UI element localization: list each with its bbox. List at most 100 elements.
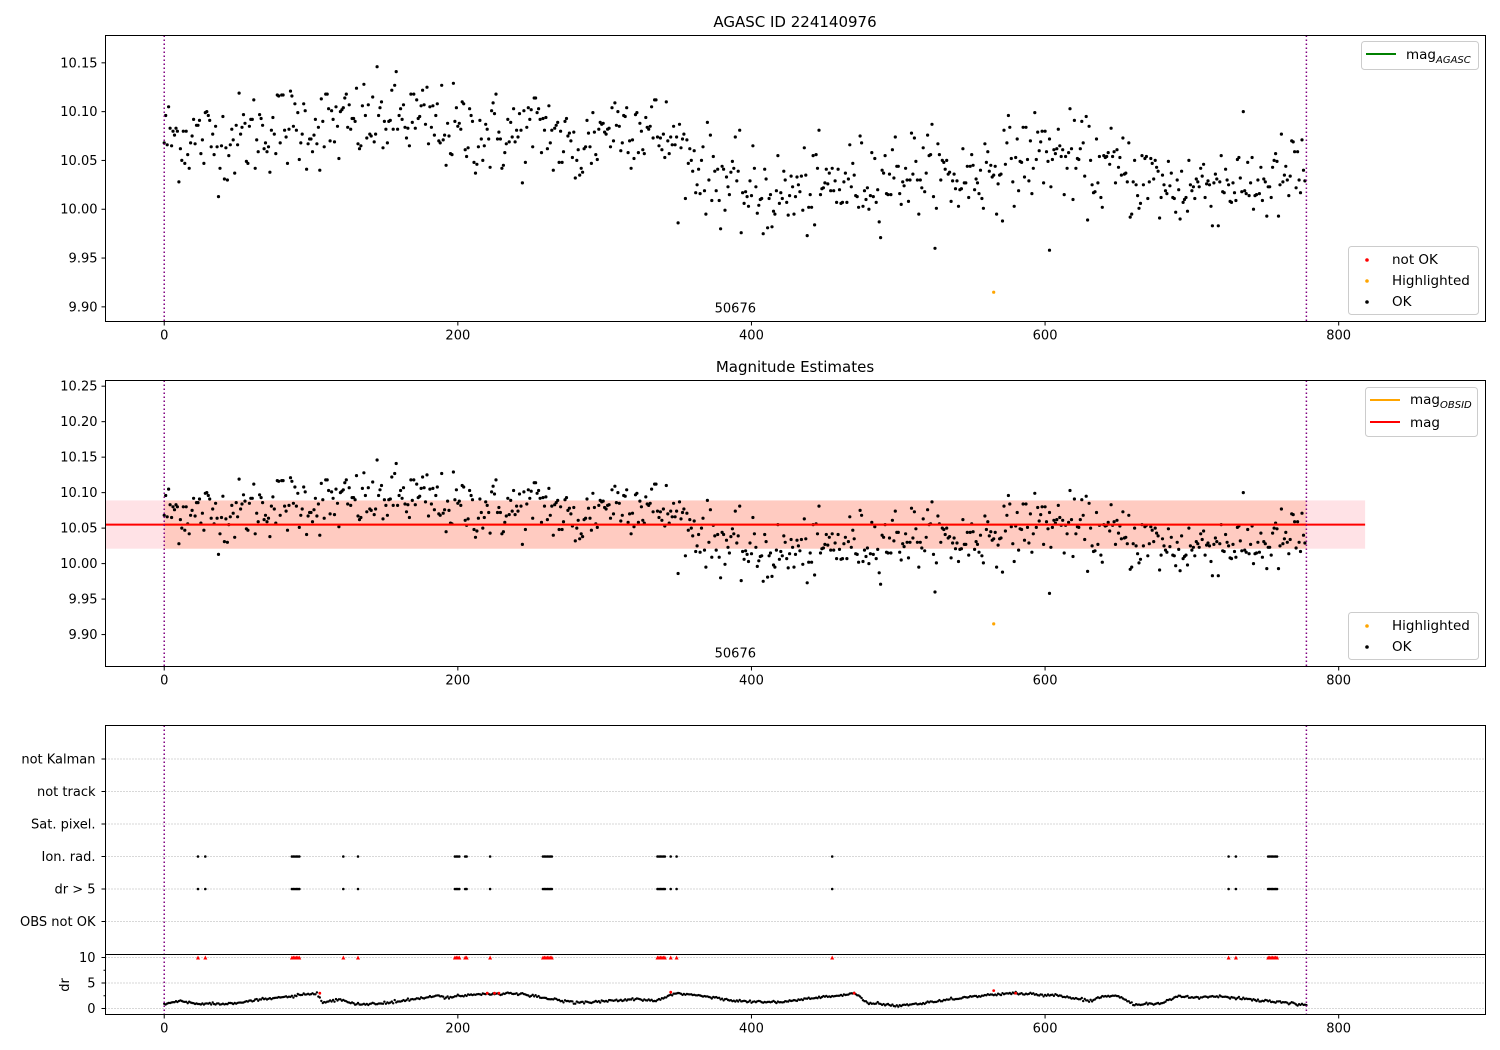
ok-point — [1072, 497, 1076, 501]
ok-point — [419, 104, 423, 108]
dr-point — [406, 997, 410, 1000]
ok-point — [1172, 196, 1176, 201]
ok-point — [777, 557, 782, 561]
ok-point — [730, 159, 735, 163]
dr-clipped-marker — [488, 955, 493, 960]
ok-point — [1257, 550, 1261, 554]
agasc-legend-points[interactable]: not OK Highlighted OK — [1348, 246, 1479, 315]
ok-point — [1046, 527, 1050, 531]
ok-point — [219, 515, 224, 520]
ok-point — [1206, 179, 1210, 183]
ok-point — [804, 537, 808, 541]
ok-point — [788, 194, 792, 198]
dr-point — [858, 995, 862, 998]
ok-legend-label: OK — [1392, 294, 1413, 310]
ok-point — [686, 528, 690, 532]
ok-point — [801, 208, 805, 212]
ok-point — [589, 528, 594, 532]
ok-point — [557, 160, 561, 164]
ok-point — [1159, 553, 1163, 557]
magnitude-legend-points[interactable]: Highlighted OK — [1348, 612, 1479, 660]
ok-point — [785, 557, 789, 561]
ok-point — [719, 576, 723, 580]
ok-point — [1025, 157, 1030, 162]
ok-point — [611, 139, 616, 143]
ok-point — [623, 114, 627, 119]
ok-point — [849, 185, 853, 189]
dr-clipped-marker — [1233, 955, 1238, 960]
ok-point — [594, 153, 598, 157]
ok-point — [162, 141, 166, 145]
ok-point — [1121, 136, 1125, 140]
y-tick-label: 10.10 — [60, 486, 97, 501]
ok-point — [921, 517, 925, 521]
ok-point — [511, 488, 516, 493]
agasc-legend-lines[interactable]: magAGASC — [1361, 41, 1479, 70]
ok-point — [332, 140, 337, 144]
ok-point — [381, 517, 385, 521]
ok-point — [1081, 141, 1085, 145]
ok-point — [422, 486, 426, 490]
ok-point — [422, 103, 426, 107]
ok-point — [316, 502, 320, 506]
ok-point — [1100, 560, 1104, 564]
ok-point — [413, 126, 417, 130]
x-tick-label: 400 — [739, 1022, 764, 1037]
ok-legend-marker — [1365, 300, 1369, 304]
ok-point — [1015, 510, 1019, 515]
ok-point — [1260, 555, 1264, 559]
ok-point — [516, 509, 520, 513]
ok-point — [1271, 531, 1275, 535]
ok-point — [770, 225, 774, 229]
ok-point — [446, 499, 450, 503]
ok-point — [817, 504, 821, 508]
dr-point — [775, 1001, 778, 1005]
ok-point — [1250, 155, 1254, 160]
ok-point — [1202, 529, 1206, 533]
dr-point — [315, 991, 319, 994]
ok-point — [388, 497, 392, 501]
ok-point — [1137, 206, 1141, 210]
ok-point — [482, 144, 486, 148]
ok-point — [181, 505, 185, 509]
ok-point — [716, 532, 720, 537]
ok-point — [434, 113, 438, 118]
ok-point — [1125, 180, 1129, 184]
ok-point — [451, 470, 455, 474]
ok-point — [857, 205, 861, 209]
ok-point — [294, 128, 298, 132]
ok-point — [537, 488, 541, 493]
ok-point — [1133, 158, 1137, 162]
ok-point — [654, 482, 658, 486]
ok-point — [1184, 195, 1188, 200]
ok-point — [206, 493, 210, 498]
ok-point — [581, 170, 585, 174]
magnitude-legend-lines[interactable]: magOBSID mag — [1365, 387, 1478, 437]
ok-point — [431, 104, 435, 108]
ok-point — [1077, 157, 1081, 162]
flag-category-label: dr > 5 — [54, 883, 95, 898]
dr-point — [259, 998, 263, 1001]
ok-point — [970, 153, 974, 157]
ok-point — [657, 144, 661, 148]
ok-point — [711, 154, 715, 159]
x-tick-label: 200 — [445, 329, 470, 344]
ok-point — [1096, 542, 1100, 547]
ok-point — [951, 179, 955, 183]
ok-point — [359, 515, 363, 520]
ok-point — [607, 126, 611, 130]
ok-point — [1194, 177, 1198, 181]
ok-point — [225, 178, 229, 182]
ok-point — [1281, 180, 1285, 184]
ok-point — [466, 146, 470, 150]
ok-point — [830, 166, 834, 170]
ok-point — [1072, 118, 1076, 122]
ok-point — [1251, 562, 1256, 566]
ok-point — [584, 145, 588, 149]
ok-point — [1025, 525, 1030, 530]
ok-point — [513, 140, 517, 144]
dr-point — [352, 1002, 355, 1005]
y-tick-label: 9.95 — [69, 252, 98, 267]
ok-point — [1093, 190, 1097, 194]
ok-point — [978, 533, 983, 537]
